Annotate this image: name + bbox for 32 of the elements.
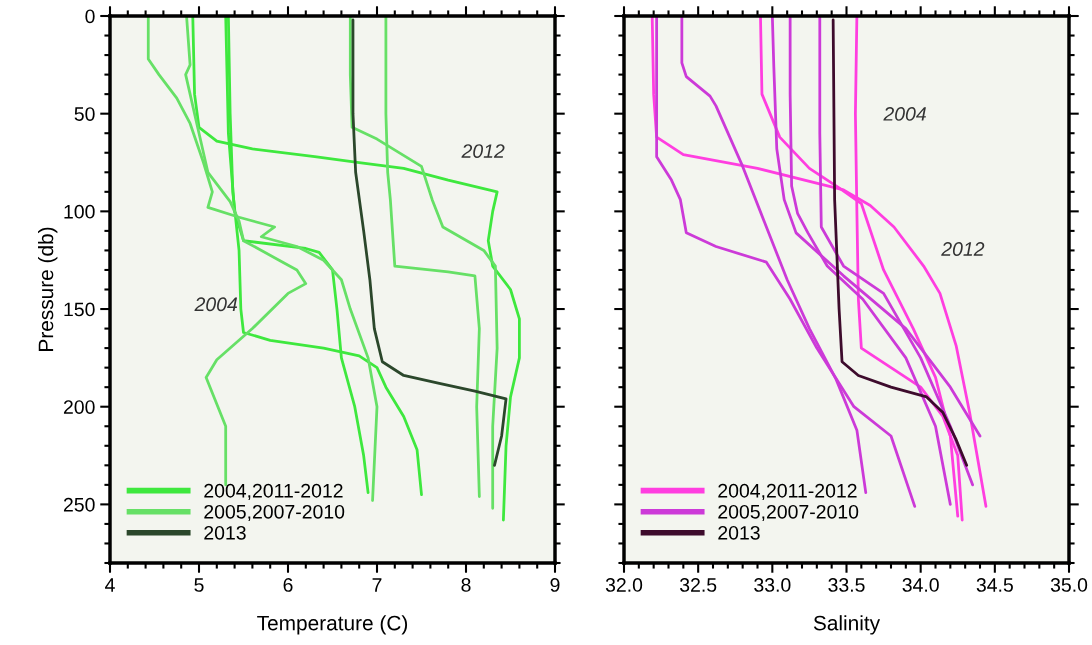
x-tick-label: 35.0 — [1050, 578, 1088, 592]
annotation: 2004 — [194, 297, 238, 312]
annotation: 2012 — [461, 144, 505, 158]
legend-label: 2004,2011-2012 — [718, 483, 857, 500]
y-tick-label: 200 — [63, 400, 95, 414]
x-tick-label: 4 — [105, 578, 115, 592]
x-tick-label: 34.5 — [976, 578, 1013, 592]
x-tick-label: 33.0 — [754, 578, 791, 592]
x-tick-label: 5 — [194, 578, 204, 592]
y-tick-label: 100 — [64, 204, 95, 219]
x-axis-title: Temperature (C) — [257, 615, 408, 635]
x-tick-label: 32.5 — [679, 578, 717, 592]
x-tick-label: 8 — [461, 578, 471, 592]
legend-label: 2013 — [718, 525, 760, 540]
legend-label: 2013 — [204, 525, 246, 540]
x-tick-label: 9 — [550, 578, 560, 592]
x-tick-label: 32.0 — [605, 578, 643, 592]
legend-label: 2005,2007-2010 — [718, 504, 859, 521]
x-tick-label: 33.5 — [828, 578, 865, 592]
y-tick-label: 0 — [85, 9, 95, 24]
y-axis-title: Pressure (db) — [38, 227, 58, 351]
y-tick-label: 250 — [63, 497, 95, 512]
y-tick-label: 150 — [64, 302, 95, 317]
y-tick-label: 50 — [74, 107, 95, 121]
x-tick-label: 34.0 — [902, 578, 939, 592]
legend-label: 2005,2007-2010 — [204, 504, 345, 521]
x-axis-title: Salinity — [813, 615, 881, 635]
x-tick-label: 7 — [372, 578, 382, 592]
x-tick-label: 6 — [283, 578, 293, 592]
annotation: 2012 — [941, 242, 985, 256]
annotation: 2004 — [883, 107, 926, 121]
legend-label: 2004,2011-2012 — [204, 483, 343, 500]
